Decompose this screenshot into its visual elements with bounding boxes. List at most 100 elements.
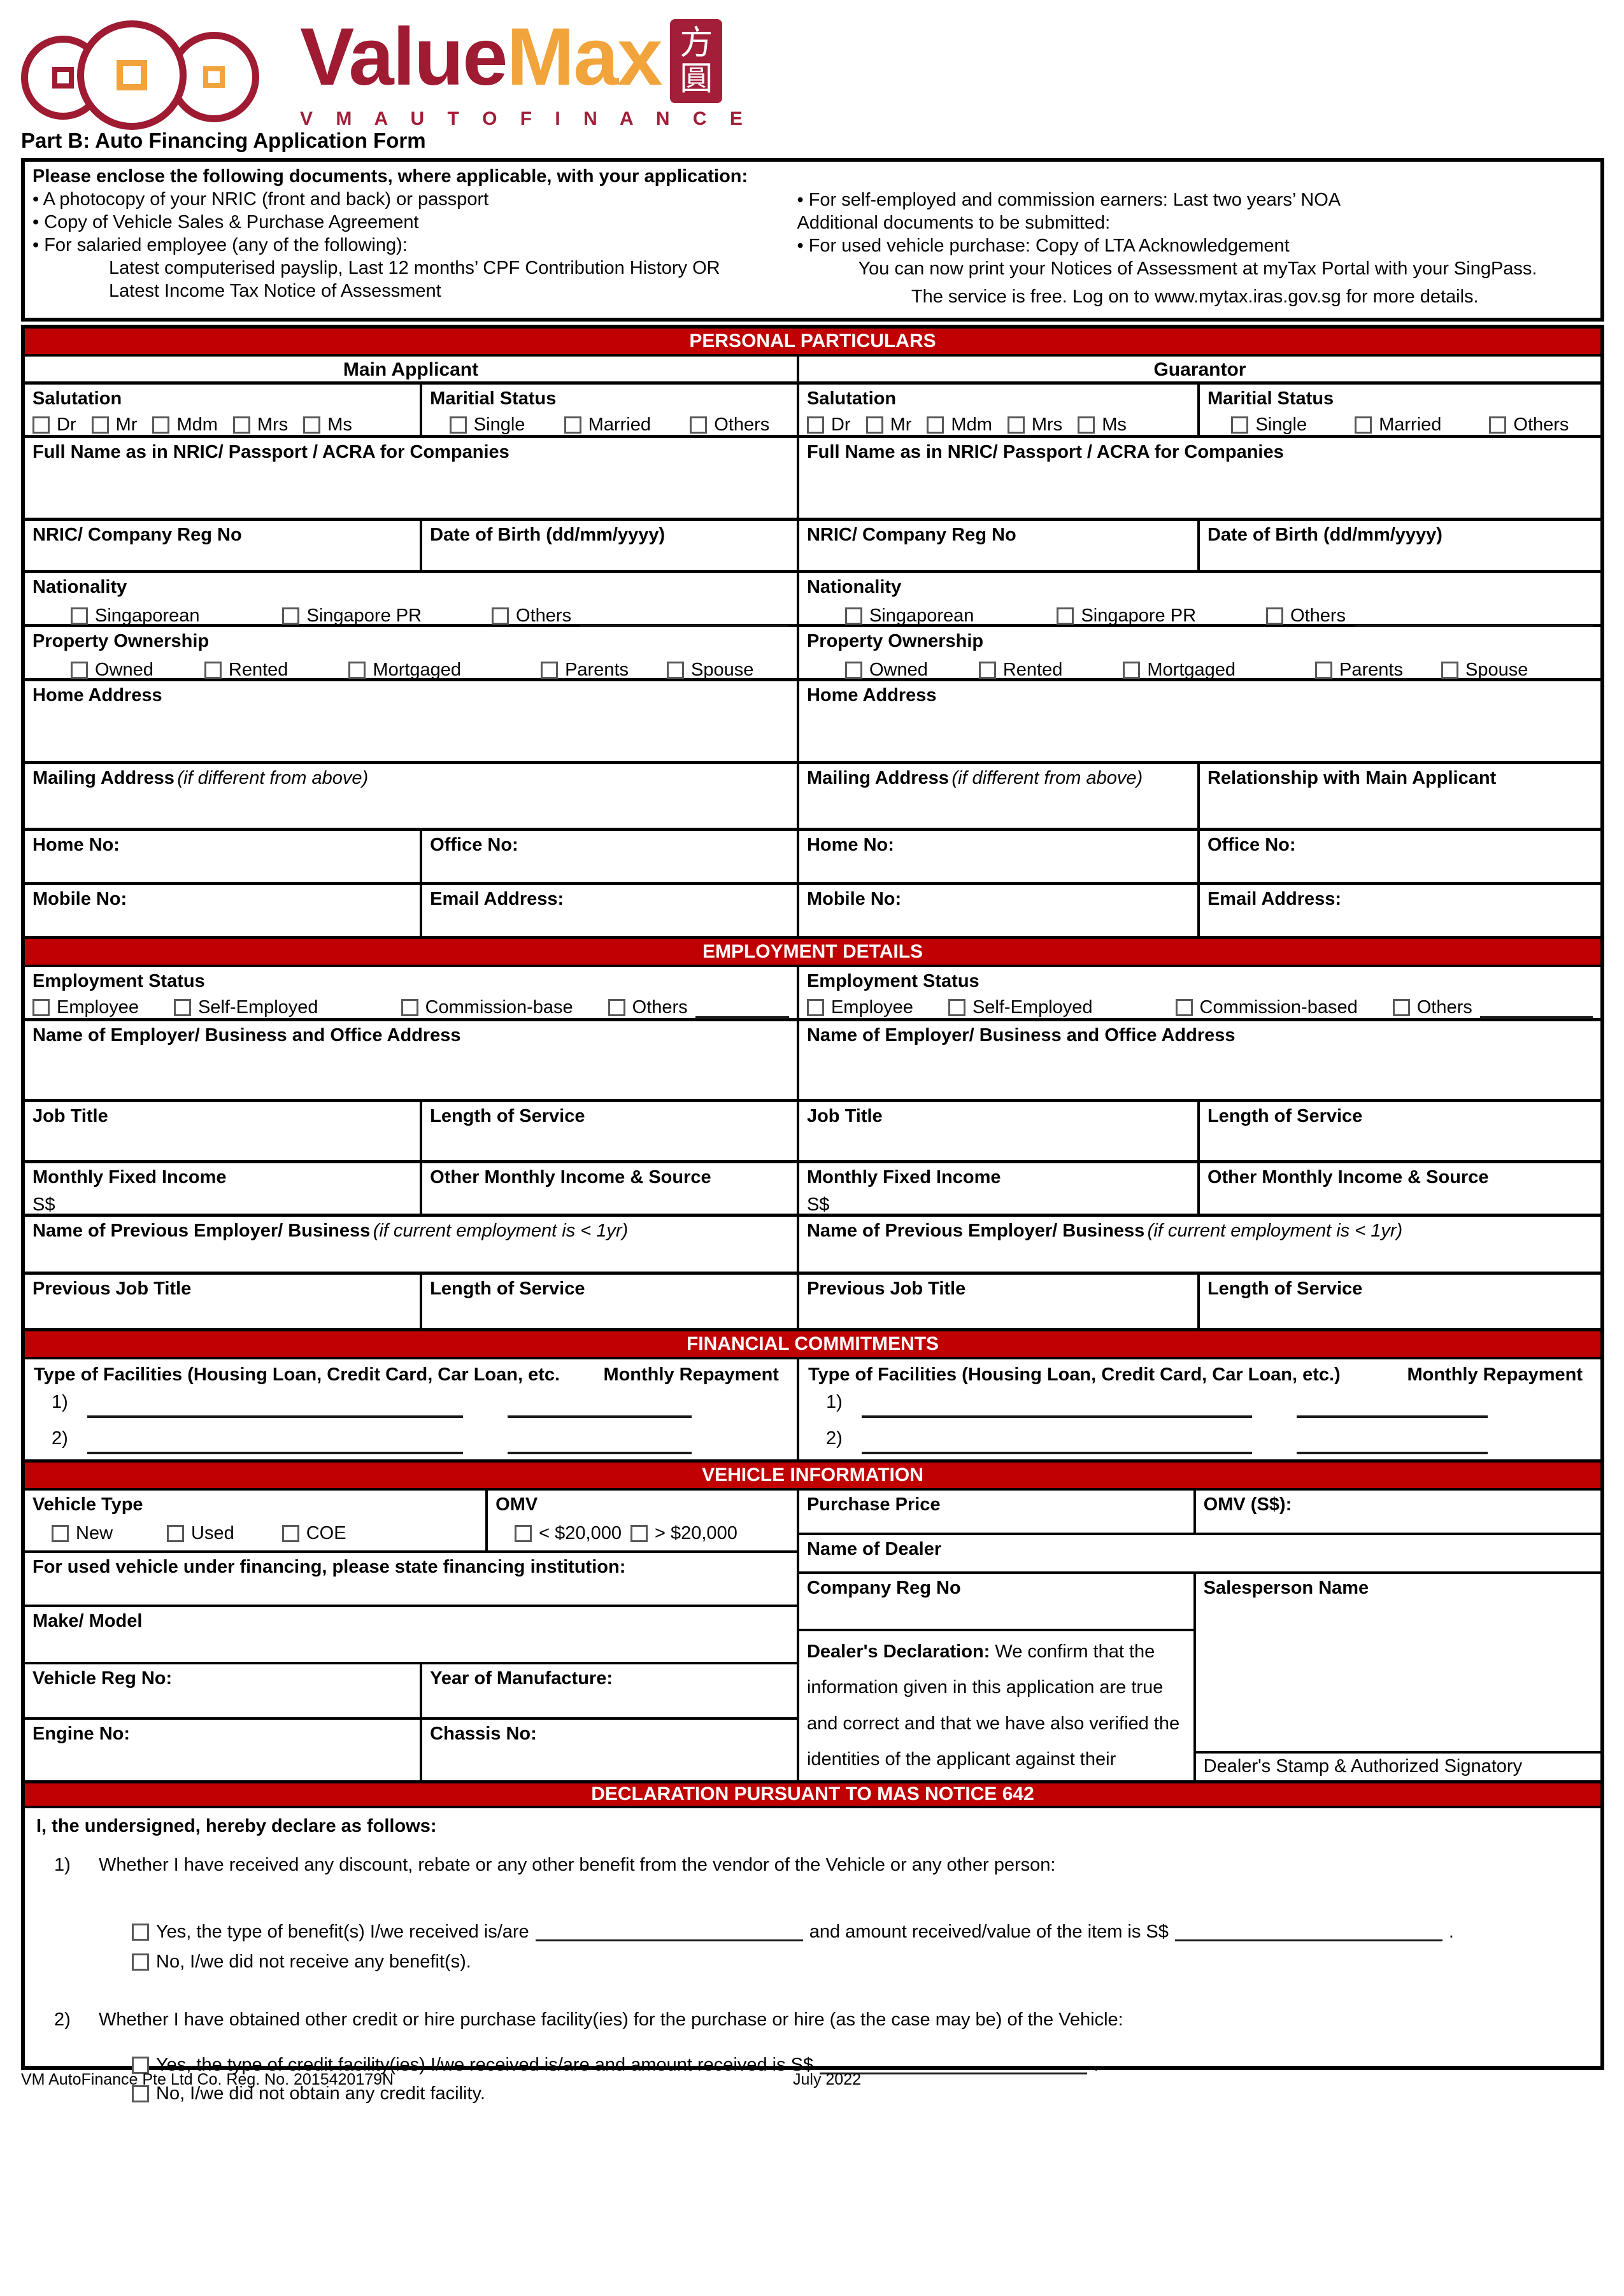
guarantor-employer-input-area[interactable]: Name of Employer/ Business and Office Ad… — [799, 1021, 1600, 1099]
guarantor-mobile-no-input-area[interactable]: Mobile No: — [799, 884, 1200, 936]
main-dob-input-area[interactable]: Date of Birth (dd/mm/yyyy) — [422, 521, 797, 570]
main-prev-job-title-input-area[interactable]: Previous Job Title — [25, 1274, 423, 1328]
repayment-input-line[interactable] — [1296, 1396, 1488, 1418]
dr-checkbox[interactable] — [806, 416, 824, 434]
make-model-input-area[interactable]: Make/ Model — [25, 1607, 797, 1662]
credit-amount-input-line[interactable] — [820, 2055, 1088, 2075]
purchase-price-input-area[interactable]: Purchase Price — [799, 1490, 1196, 1533]
guarantor-prev-employer-input-area[interactable]: Name of Previous Employer/ Business (if … — [799, 1217, 1600, 1272]
credit-no-checkbox[interactable] — [132, 2085, 149, 2102]
main-nric-input-area[interactable]: NRIC/ Company Reg No — [25, 520, 423, 570]
guarantor-mailing-address-input-area[interactable]: Mailing Address (if different from above… — [799, 763, 1200, 828]
nationality-others-input-line[interactable] — [1355, 606, 1593, 627]
credit-yes-checkbox[interactable] — [132, 2056, 149, 2074]
repayment-input-line[interactable] — [507, 1396, 692, 1418]
omv-sgd-input-area[interactable]: OMV (S$): — [1196, 1491, 1600, 1533]
singaporean-checkbox[interactable] — [71, 607, 88, 625]
guarantor-length-service-input-area[interactable]: Length of Service — [1200, 1102, 1600, 1160]
dr-checkbox[interactable] — [32, 416, 50, 434]
married-checkbox[interactable] — [1355, 416, 1372, 434]
commission-checkbox[interactable] — [1175, 999, 1193, 1017]
guarantor-dob-input-area[interactable]: Date of Birth (dd/mm/yyyy) — [1200, 521, 1600, 570]
main-full-name-input-area[interactable]: Full Name as in NRIC/ Passport / ACRA fo… — [25, 437, 799, 518]
guarantor-home-address-input-area[interactable]: Home Address — [799, 681, 1600, 761]
omv-over-20k-checkbox[interactable] — [630, 1524, 648, 1542]
used-checkbox[interactable] — [167, 1524, 185, 1542]
guarantor-relationship-input-area[interactable]: Relationship with Main Applicant — [1200, 764, 1600, 828]
guarantor-monthly-income-input-area[interactable]: Monthly Fixed Income S$ — [799, 1163, 1200, 1215]
nationality-others-input-line[interactable] — [580, 606, 789, 627]
guarantor-nric-input-area[interactable]: NRIC/ Company Reg No — [799, 520, 1200, 570]
mortgaged-checkbox[interactable] — [348, 661, 366, 679]
single-checkbox[interactable] — [1231, 416, 1249, 434]
ms-checkbox[interactable] — [303, 416, 321, 434]
employee-checkbox[interactable] — [32, 999, 50, 1017]
others-checkbox[interactable] — [690, 416, 708, 434]
dealer-name-input-area[interactable]: Name of Dealer — [799, 1535, 1600, 1571]
others-checkbox[interactable] — [1489, 416, 1507, 434]
employment-others-input-line[interactable] — [695, 997, 789, 1019]
facility-input-line[interactable] — [87, 1433, 463, 1454]
facility-input-line[interactable] — [861, 1433, 1252, 1454]
singapore-pr-checkbox[interactable] — [1057, 607, 1074, 625]
year-manufacture-input-area[interactable]: Year of Manufacture: — [422, 1664, 797, 1717]
parents-checkbox[interactable] — [541, 661, 559, 679]
spouse-checkbox[interactable] — [1441, 661, 1458, 679]
guarantor-prev-length-input-area[interactable]: Length of Service — [1200, 1275, 1600, 1328]
used-financing-input-area[interactable]: For used vehicle under financing, please… — [25, 1553, 797, 1605]
self-employed-checkbox[interactable] — [173, 999, 191, 1017]
spouse-checkbox[interactable] — [667, 661, 685, 679]
employee-checkbox[interactable] — [806, 999, 824, 1017]
rented-checkbox[interactable] — [978, 661, 996, 679]
benefit-yes-checkbox[interactable] — [132, 1923, 149, 1941]
parents-checkbox[interactable] — [1315, 661, 1333, 679]
employment-others-checkbox[interactable] — [608, 999, 625, 1017]
benefit-amount-input-line[interactable] — [1174, 1922, 1442, 1942]
main-job-title-input-area[interactable]: Job Title — [25, 1102, 423, 1160]
singapore-pr-checkbox[interactable] — [282, 607, 300, 625]
chassis-no-input-area[interactable]: Chassis No: — [422, 1720, 797, 1780]
married-checkbox[interactable] — [564, 416, 581, 434]
main-employer-input-area[interactable]: Name of Employer/ Business and Office Ad… — [25, 1021, 799, 1099]
main-mobile-no-input-area[interactable]: Mobile No: — [25, 884, 423, 936]
main-length-service-input-area[interactable]: Length of Service — [422, 1102, 797, 1160]
mortgaged-checkbox[interactable] — [1123, 661, 1141, 679]
self-employed-checkbox[interactable] — [948, 999, 965, 1017]
guarantor-job-title-input-area[interactable]: Job Title — [799, 1102, 1200, 1160]
main-home-address-input-area[interactable]: Home Address — [25, 681, 799, 761]
salesperson-input-area[interactable]: Salesperson Name — [1196, 1574, 1600, 1751]
mdm-checkbox[interactable] — [152, 416, 170, 434]
benefit-type-input-line[interactable] — [535, 1922, 803, 1942]
guarantor-home-no-input-area[interactable]: Home No: — [799, 830, 1200, 882]
main-office-no-input-area[interactable]: Office No: — [422, 831, 797, 882]
guarantor-prev-job-title-input-area[interactable]: Previous Job Title — [799, 1274, 1200, 1328]
guarantor-other-income-input-area[interactable]: Other Monthly Income & Source — [1200, 1163, 1600, 1214]
company-reg-input-area[interactable]: Company Reg No — [799, 1574, 1193, 1631]
main-monthly-income-input-area[interactable]: Monthly Fixed Income S$ — [25, 1163, 423, 1215]
guarantor-office-no-input-area[interactable]: Office No: — [1200, 831, 1600, 882]
main-prev-length-input-area[interactable]: Length of Service — [422, 1275, 797, 1328]
employment-others-checkbox[interactable] — [1392, 999, 1410, 1017]
mdm-checkbox[interactable] — [927, 416, 944, 434]
facility-input-line[interactable] — [861, 1396, 1252, 1418]
guarantor-email-input-area[interactable]: Email Address: — [1200, 885, 1600, 936]
main-email-input-area[interactable]: Email Address: — [422, 885, 797, 936]
main-other-income-input-area[interactable]: Other Monthly Income & Source — [422, 1163, 797, 1214]
singaporean-checkbox[interactable] — [844, 607, 862, 625]
owned-checkbox[interactable] — [844, 661, 862, 679]
coe-checkbox[interactable] — [281, 1524, 299, 1542]
guarantor-full-name-input-area[interactable]: Full Name as in NRIC/ Passport / ACRA fo… — [799, 438, 1600, 518]
vehicle-reg-input-area[interactable]: Vehicle Reg No: — [25, 1664, 423, 1717]
benefit-no-checkbox[interactable] — [132, 1953, 149, 1971]
engine-no-input-area[interactable]: Engine No: — [25, 1719, 423, 1780]
ms-checkbox[interactable] — [1078, 416, 1095, 434]
rented-checkbox[interactable] — [204, 661, 222, 679]
nationality-others-checkbox[interactable] — [492, 607, 509, 625]
nationality-others-checkbox[interactable] — [1266, 607, 1284, 625]
repayment-input-line[interactable] — [1296, 1433, 1488, 1454]
new-checkbox[interactable] — [52, 1524, 69, 1542]
main-mailing-address-input-area[interactable]: Mailing Address (if different from above… — [25, 763, 799, 828]
employment-others-input-line[interactable] — [1479, 997, 1593, 1019]
mrs-checkbox[interactable] — [1007, 416, 1025, 434]
omv-under-20k-checkbox[interactable] — [515, 1524, 532, 1542]
